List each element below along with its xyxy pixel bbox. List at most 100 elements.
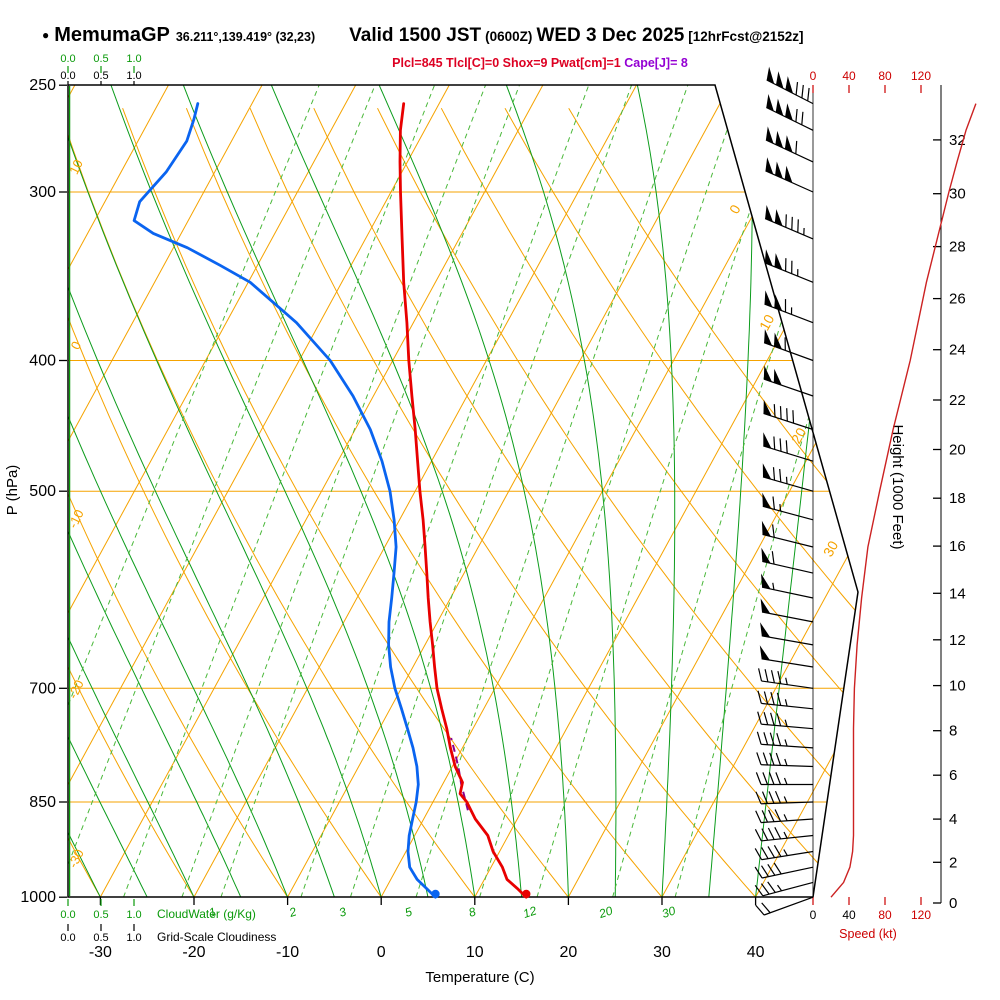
svg-text:1.0: 1.0 bbox=[126, 70, 141, 82]
speed-curve bbox=[830, 103, 977, 898]
svg-text:250: 250 bbox=[29, 77, 56, 94]
svg-text:80: 80 bbox=[878, 69, 892, 83]
wind-barb bbox=[755, 790, 814, 805]
params-red: Plcl=845 Tlcl[C]=0 Shox=9 Pwat[cm]=1 bbox=[392, 56, 621, 70]
svg-text:0: 0 bbox=[949, 895, 957, 912]
wind-barb bbox=[760, 598, 814, 623]
valid-time: Valid 1500 JST bbox=[349, 25, 482, 46]
title-bar: ● MemumaGP 36.211°,139.419° (32,23) Valid 1… bbox=[42, 24, 804, 47]
svg-text:-30: -30 bbox=[65, 847, 87, 870]
svg-text:30: 30 bbox=[660, 903, 677, 921]
wind-barb bbox=[755, 809, 814, 824]
svg-text:-20: -20 bbox=[65, 678, 87, 701]
svg-text:-10: -10 bbox=[65, 507, 87, 530]
wind-barb bbox=[763, 399, 814, 431]
svg-text:10: 10 bbox=[949, 678, 966, 695]
svg-text:26: 26 bbox=[949, 291, 966, 308]
stability-params: Plcl=845 Tlcl[C]=0 Shox=9 Pwat[cm]=1 Cap… bbox=[80, 56, 1000, 70]
svg-text:30: 30 bbox=[653, 944, 671, 961]
forecast-tag: [12hrFcst@2152z] bbox=[688, 29, 804, 44]
wind-barb bbox=[761, 520, 814, 548]
plot-border bbox=[67, 84, 942, 903]
wind-barb bbox=[759, 645, 814, 668]
svg-text:Temperature (C): Temperature (C) bbox=[425, 969, 534, 986]
svg-text:40: 40 bbox=[842, 69, 856, 83]
svg-text:16: 16 bbox=[949, 538, 966, 555]
svg-text:P (hPa): P (hPa) bbox=[4, 465, 21, 516]
params-purple: Cape[J]= 8 bbox=[624, 56, 688, 70]
svg-text:0.5: 0.5 bbox=[93, 53, 108, 65]
profiles bbox=[132, 102, 531, 899]
station-bullet-icon: ● bbox=[42, 28, 50, 42]
svg-text:0.0: 0.0 bbox=[60, 932, 75, 944]
svg-text:30: 30 bbox=[949, 186, 966, 203]
svg-text:1000: 1000 bbox=[20, 889, 56, 906]
wind-barbs bbox=[754, 66, 814, 916]
valid-utc: (0600Z) bbox=[485, 29, 533, 44]
svg-text:700: 700 bbox=[29, 680, 56, 697]
svg-text:8: 8 bbox=[949, 723, 957, 740]
svg-text:0: 0 bbox=[810, 908, 817, 922]
svg-text:10: 10 bbox=[66, 157, 86, 177]
wind-barb bbox=[766, 66, 814, 105]
svg-text:-30: -30 bbox=[89, 944, 112, 961]
wind-barb bbox=[762, 463, 814, 492]
svg-text:80: 80 bbox=[878, 908, 892, 922]
valid-date: WED 3 Dec 2025 bbox=[536, 25, 685, 46]
wind-barb bbox=[754, 862, 814, 879]
svg-text:400: 400 bbox=[29, 352, 56, 369]
speed-profile bbox=[830, 103, 977, 898]
svg-text:12: 12 bbox=[949, 632, 966, 649]
wind-barb bbox=[754, 827, 814, 842]
svg-text:10: 10 bbox=[466, 944, 484, 961]
svg-text:0.0: 0.0 bbox=[60, 53, 75, 65]
dewpoint-curve bbox=[132, 102, 437, 899]
wind-barb bbox=[760, 622, 814, 646]
svg-text:1.0: 1.0 bbox=[126, 932, 141, 944]
svg-text:20: 20 bbox=[559, 944, 577, 961]
wind-barb bbox=[762, 492, 814, 521]
svg-text:22: 22 bbox=[949, 392, 966, 409]
svg-text:Speed (kt): Speed (kt) bbox=[839, 927, 897, 941]
wind-barb bbox=[756, 752, 814, 768]
svg-text:300: 300 bbox=[29, 184, 56, 201]
svg-text:6: 6 bbox=[949, 767, 957, 784]
svg-text:Height (1000 Feet): Height (1000 Feet) bbox=[889, 424, 906, 549]
svg-text:0: 0 bbox=[810, 69, 817, 83]
surface-dewpoint-point bbox=[431, 889, 440, 899]
svg-text:14: 14 bbox=[949, 585, 966, 602]
wind-barb bbox=[764, 249, 814, 283]
svg-text:20: 20 bbox=[949, 441, 966, 458]
svg-text:0.5: 0.5 bbox=[93, 70, 108, 82]
temperature-curve bbox=[398, 102, 528, 899]
wind-barb bbox=[754, 881, 814, 897]
wind-barb bbox=[757, 690, 814, 710]
wind-barb bbox=[764, 205, 814, 240]
svg-text:20: 20 bbox=[596, 903, 614, 921]
svg-text:120: 120 bbox=[911, 69, 931, 83]
wind-barb bbox=[754, 845, 814, 861]
svg-text:850: 850 bbox=[29, 794, 56, 811]
svg-text:40: 40 bbox=[842, 908, 856, 922]
skewt-grid bbox=[68, 85, 858, 897]
wind-barb bbox=[765, 157, 814, 193]
wind-barb bbox=[766, 94, 814, 131]
svg-text:4: 4 bbox=[949, 811, 957, 828]
svg-text:0.0: 0.0 bbox=[60, 909, 75, 921]
svg-text:3: 3 bbox=[337, 904, 348, 919]
svg-text:500: 500 bbox=[29, 483, 56, 500]
wind-barb bbox=[755, 896, 814, 916]
svg-text:2: 2 bbox=[286, 904, 298, 920]
svg-text:0.5: 0.5 bbox=[93, 909, 108, 921]
wind-barb bbox=[763, 329, 814, 362]
svg-text:30: 30 bbox=[820, 538, 842, 560]
svg-text:0.5: 0.5 bbox=[93, 932, 108, 944]
svg-text:8: 8 bbox=[467, 904, 478, 919]
station-name: MemumaGP bbox=[54, 24, 170, 46]
svg-text:0: 0 bbox=[726, 202, 744, 217]
wind-barb bbox=[761, 547, 814, 574]
svg-text:1.0: 1.0 bbox=[126, 909, 141, 921]
